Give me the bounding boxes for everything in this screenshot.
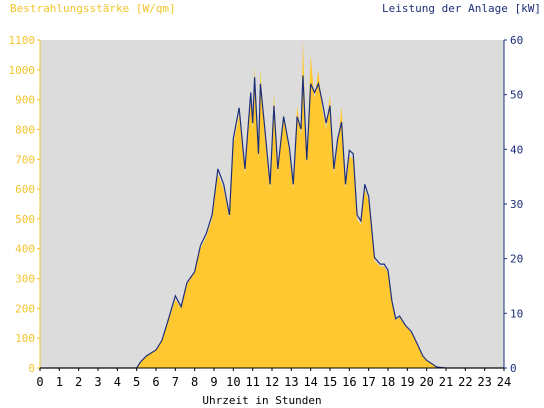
- x-axis-tick-label: 0: [36, 375, 43, 389]
- x-axis-tick-label: 17: [361, 375, 375, 389]
- left-axis-tick-label: 300: [15, 273, 35, 286]
- x-axis-title: Uhrzeit in Stunden: [202, 394, 321, 407]
- left-axis-ticks: 0 100 200 300 400 500 600 700 800 900 1000 1100: [9, 34, 40, 375]
- power-line-layer: [40, 75, 504, 369]
- x-axis-tick-label: 8: [191, 375, 198, 389]
- right-axis-ticks: 0 10 20 30 40 50 60: [504, 34, 523, 375]
- irradiance-area-layer: [40, 40, 504, 368]
- left-axis-tick-label: 200: [15, 302, 35, 315]
- x-axis-tick-label: 16: [342, 375, 356, 389]
- left-axis-tick-label: 800: [15, 123, 35, 136]
- left-axis-title: Bestrahlungsstärke [W/qm]: [10, 2, 176, 15]
- irradiance-area: [40, 40, 504, 368]
- left-axis-tick-label: 900: [15, 94, 35, 107]
- x-axis-tick-label: 6: [152, 375, 159, 389]
- left-axis-tick-label: 600: [15, 183, 35, 196]
- x-axis-tick-label: 2: [75, 375, 82, 389]
- x-axis-tick-label: 22: [458, 375, 472, 389]
- x-axis-tick-label: 11: [245, 375, 259, 389]
- x-axis-ticks: 0 1 2 3 4 5 6 7 8 9 10 11 12 13 14 15 16 17 18 19 20 21 22 23 24: [36, 368, 511, 389]
- x-axis-tick-label: 10: [226, 375, 240, 389]
- power-line: [40, 75, 504, 369]
- left-axis-tick-label: 100: [15, 332, 35, 345]
- left-axis-tick-label: 700: [15, 153, 35, 166]
- x-axis-tick-label: 24: [497, 375, 511, 389]
- right-axis-tick-label: 40: [510, 143, 523, 156]
- left-axis-tick-label: 500: [15, 213, 35, 226]
- x-axis-tick-label: 13: [284, 375, 298, 389]
- right-axis-tick-label: 0: [510, 362, 517, 375]
- x-axis-tick-label: 20: [419, 375, 433, 389]
- left-axis-tick-label: 0: [28, 362, 35, 375]
- x-axis-tick-label: 14: [303, 375, 317, 389]
- left-axis-tick-label: 400: [15, 243, 35, 256]
- x-axis-tick-label: 18: [381, 375, 395, 389]
- x-axis-tick-label: 12: [265, 375, 279, 389]
- x-axis-tick-label: 15: [323, 375, 337, 389]
- x-axis-tick-label: 1: [56, 375, 63, 389]
- x-axis-tick-label: 5: [133, 375, 140, 389]
- right-axis-tick-label: 10: [510, 307, 523, 320]
- x-axis-tick-label: 7: [172, 375, 179, 389]
- x-axis-tick-label: 9: [210, 375, 217, 389]
- x-axis-tick-label: 4: [114, 375, 121, 389]
- x-axis-tick-label: 21: [439, 375, 453, 389]
- right-axis-tick-label: 50: [510, 89, 523, 102]
- right-axis-tick-label: 60: [510, 34, 523, 47]
- x-axis-tick-label: 23: [477, 375, 491, 389]
- right-axis-title: Leistung der Anlage [kW]: [382, 2, 541, 15]
- x-axis-tick-label: 19: [400, 375, 414, 389]
- x-axis-tick-label: 3: [94, 375, 101, 389]
- right-axis-tick-label: 20: [510, 253, 523, 266]
- left-axis-tick-label: 1100: [9, 34, 36, 47]
- left-axis-tick-label: 1000: [9, 64, 36, 77]
- right-axis-tick-label: 30: [510, 198, 523, 211]
